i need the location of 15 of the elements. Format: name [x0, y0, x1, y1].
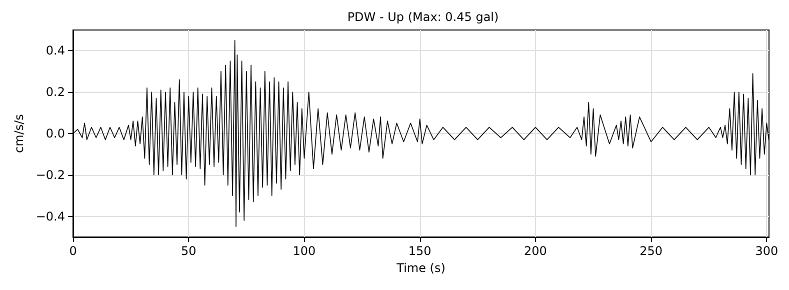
x-tick-label: 300 [755, 244, 778, 258]
y-tick-label: 0.2 [46, 85, 65, 100]
x-tick-label: 150 [408, 244, 432, 258]
y-tick-label: 0.0 [46, 126, 65, 140]
chart-title: PDW - Up (Max: 0.45 gal) [347, 10, 499, 24]
y-tick-label: 0.4 [46, 44, 65, 58]
x-tick-label: 100 [292, 244, 316, 258]
x-tick-label: 200 [524, 244, 547, 258]
y-axis-title: cm/s/s [12, 114, 26, 153]
x-axis-title: Time (s) [396, 260, 446, 275]
x-tick-label: 250 [640, 244, 663, 258]
y-tick-label: −0.2 [36, 168, 65, 182]
x-tick-label: 0 [69, 244, 77, 258]
x-tick-label: 50 [180, 244, 196, 258]
y-tick-label: −0.4 [36, 209, 65, 224]
